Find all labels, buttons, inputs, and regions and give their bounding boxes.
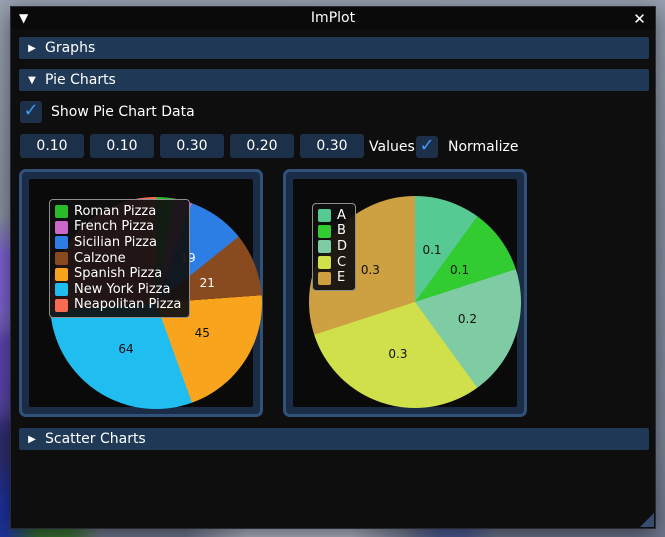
- legend-label: B: [337, 223, 346, 239]
- legend-item[interactable]: E: [318, 270, 347, 286]
- legend-item[interactable]: C: [318, 255, 347, 271]
- legend-label: Sicilian Pizza: [74, 234, 157, 250]
- legend-swatch-icon: [55, 220, 68, 234]
- legend-item[interactable]: A: [318, 208, 347, 224]
- normalize-checkbox[interactable]: ✓: [416, 136, 438, 158]
- header-pie-charts[interactable]: ▼ Pie Charts: [19, 69, 649, 91]
- show-pie-chart-data-label: Show Pie Chart Data: [51, 104, 195, 120]
- legend-swatch-icon: [55, 298, 68, 312]
- checkmark-icon: ✓: [23, 100, 39, 121]
- legend-swatch-icon: [55, 236, 68, 250]
- chevron-down-icon: ▼: [28, 74, 36, 86]
- legend-label: A: [337, 207, 346, 223]
- pizza-pie-plot-canvas[interactable]: Roman Pizza French Pizza Sicilian Pizza Cal…: [29, 179, 262, 409]
- legend-item[interactable]: Calzone: [55, 251, 181, 267]
- show-pie-chart-data-checkbox[interactable]: ✓: [20, 101, 42, 123]
- legend-swatch-icon: [318, 224, 331, 238]
- value-field-2[interactable]: 0.10: [90, 134, 154, 158]
- value-field-4[interactable]: 0.20: [230, 134, 294, 158]
- legend-label: New York Pizza: [74, 281, 171, 297]
- legend-swatch-icon: [55, 267, 68, 281]
- value-field-1[interactable]: 0.10: [20, 134, 84, 158]
- checkmark-icon: ✓: [419, 135, 435, 156]
- legend-item[interactable]: B: [318, 224, 347, 240]
- legend-item[interactable]: Spanish Pizza: [55, 266, 181, 282]
- implot-window: ▼ ImPlot ✕ ▶ Graphs ▼ Pie Charts ✓ Show …: [10, 6, 656, 529]
- close-icon[interactable]: ✕: [633, 9, 646, 28]
- header-pie-charts-label: Pie Charts: [45, 72, 116, 88]
- legend-swatch-icon: [55, 205, 68, 219]
- normalize-label: Normalize: [448, 139, 519, 155]
- legend-item[interactable]: Roman Pizza: [55, 204, 181, 220]
- window-collapse-icon[interactable]: ▼: [19, 11, 29, 25]
- legend-label: D: [337, 238, 348, 254]
- legend-item[interactable]: New York Pizza: [55, 282, 181, 298]
- legend-item[interactable]: Sicilian Pizza: [55, 235, 181, 251]
- chevron-right-icon: ▶: [28, 433, 36, 445]
- legend-item[interactable]: French Pizza: [55, 220, 181, 236]
- pizza-pie-legend: Roman Pizza French Pizza Sicilian Pizza Cal…: [49, 199, 191, 319]
- value-field-5[interactable]: 0.30: [300, 134, 364, 158]
- header-graphs[interactable]: ▶ Graphs: [19, 37, 649, 59]
- window-titlebar[interactable]: ▼ ImPlot ✕: [11, 7, 655, 29]
- legend-item[interactable]: Neapolitan Pizza: [55, 298, 181, 314]
- legend-swatch-icon: [318, 271, 331, 285]
- legend-label: Neapolitan Pizza: [74, 297, 182, 313]
- chevron-right-icon: ▶: [28, 42, 36, 54]
- legend-swatch-icon: [55, 252, 68, 266]
- header-scatter-charts-label: Scatter Charts: [45, 431, 146, 447]
- legend-label: Spanish Pizza: [74, 266, 163, 282]
- resize-grip[interactable]: [640, 513, 654, 527]
- legend-label: French Pizza: [74, 219, 155, 235]
- values-label: Values: [369, 139, 415, 155]
- header-scatter-charts[interactable]: ▶ Scatter Charts: [19, 428, 649, 450]
- legend-label: C: [337, 254, 347, 270]
- value-field-3[interactable]: 0.30: [160, 134, 224, 158]
- pizza-pie-plot: Roman Pizza French Pizza Sicilian Pizza Cal…: [19, 169, 263, 417]
- legend-swatch-icon: [318, 256, 331, 270]
- legend-swatch-icon: [318, 209, 331, 223]
- legend-item[interactable]: D: [318, 239, 347, 255]
- legend-label: Calzone: [74, 250, 126, 266]
- legend-label: Roman Pizza: [74, 203, 157, 219]
- legend-label: E: [337, 270, 346, 286]
- header-graphs-label: Graphs: [45, 40, 96, 56]
- legend-swatch-icon: [318, 240, 331, 254]
- legend-swatch-icon: [55, 283, 68, 297]
- window-title: ImPlot: [310, 10, 356, 26]
